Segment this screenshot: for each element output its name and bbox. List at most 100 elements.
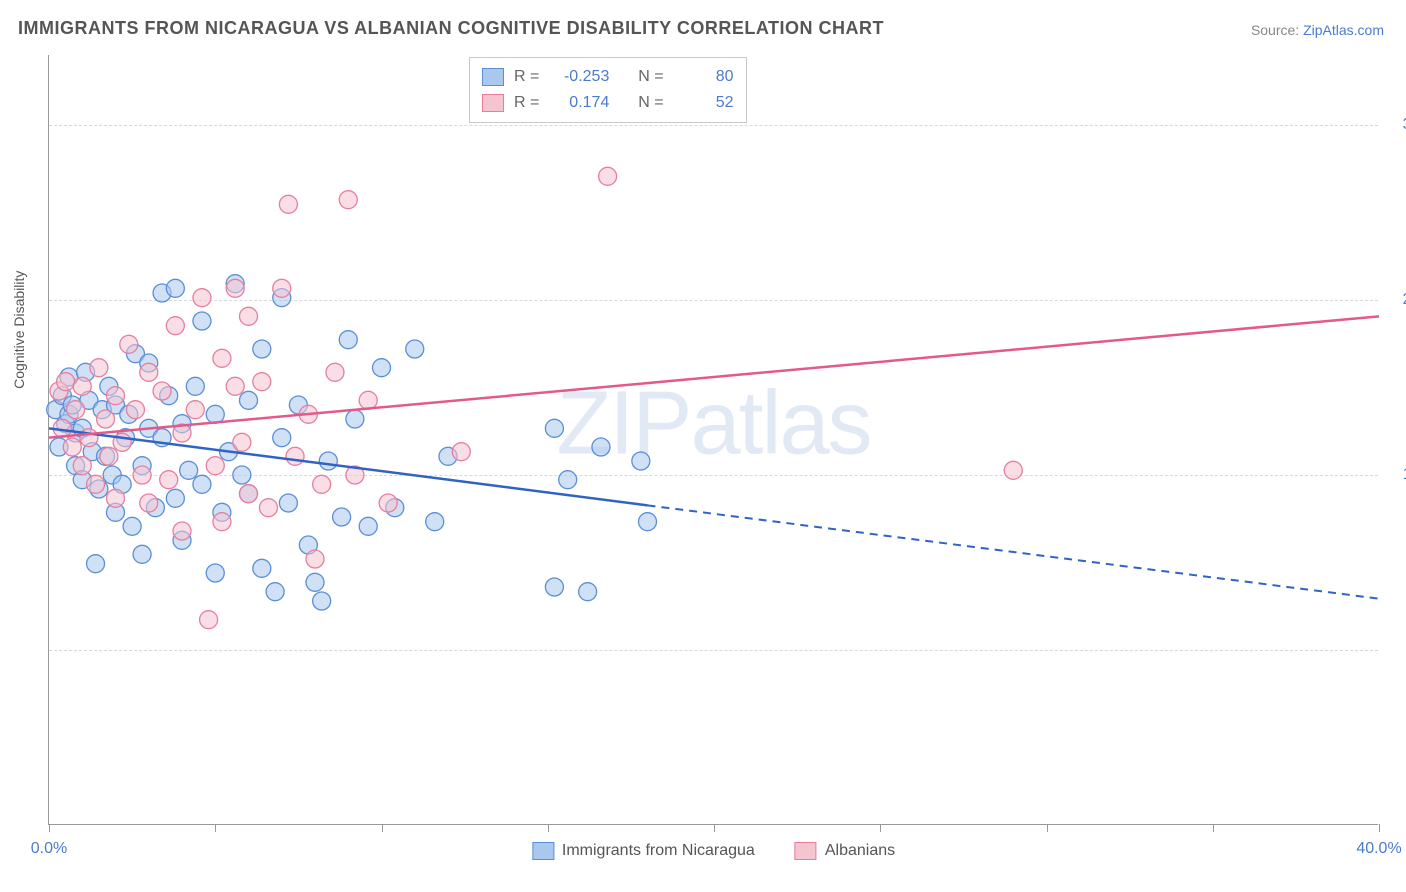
scatter-point [559,471,577,489]
trend-line [49,316,1379,437]
scatter-point [180,461,198,479]
scatter-point [253,340,271,358]
x-tick [1047,824,1048,832]
scatter-point [67,401,85,419]
source-link[interactable]: ZipAtlas.com [1303,22,1384,38]
scatter-point [452,443,470,461]
scatter-point [186,401,204,419]
trend-line-dashed [648,505,1380,598]
stats-n-label: N = [638,94,663,112]
scatter-point [166,279,184,297]
scatter-point [592,438,610,456]
x-tick-label: 40.0% [1356,840,1401,858]
x-tick-label: 0.0% [31,840,67,858]
stats-legend-row-1: R = 0.174 N = 52 [482,90,734,116]
x-tick [382,824,383,832]
bottom-swatch-1 [795,842,817,860]
scatter-point [107,387,125,405]
scatter-point [373,359,391,377]
x-tick [714,824,715,832]
scatter-point [173,522,191,540]
scatter-point [339,191,357,209]
scatter-point [166,489,184,507]
scatter-point [639,513,657,531]
scatter-point [57,373,75,391]
stats-r-1: 0.174 [549,94,609,112]
y-tick-label: 7.5% [1388,641,1406,659]
scatter-point [240,307,258,325]
bottom-legend-label-1: Albanians [825,842,895,860]
scatter-point [426,513,444,531]
scatter-point [160,471,178,489]
scatter-point [140,363,158,381]
scatter-point [259,499,277,517]
scatter-point [123,517,141,535]
scatter-point [206,405,224,423]
scatter-point [599,167,617,185]
x-tick [548,824,549,832]
y-tick-label: 22.5% [1388,291,1406,309]
bottom-swatch-0 [532,842,554,860]
scatter-point [379,494,397,512]
stats-swatch-1 [482,94,504,112]
scatter-point [313,475,331,493]
scatter-point [313,592,331,610]
scatter-point [226,377,244,395]
scatter-point [126,401,144,419]
scatter-point [545,578,563,596]
stats-swatch-0 [482,68,504,86]
scatter-point [73,377,91,395]
source-prefix: Source: [1251,22,1303,38]
scatter-point [193,289,211,307]
scatter-point [133,545,151,563]
scatter-point [107,489,125,507]
scatter-point [200,611,218,629]
stats-r-0: -0.253 [549,68,609,86]
scatter-point [226,279,244,297]
scatter-point [233,433,251,451]
scatter-point [153,382,171,400]
scatter-point [80,429,98,447]
chart-plot-area: Cognitive Disability 7.5%15.0%22.5%30.0%… [48,55,1378,825]
bottom-legend: Immigrants from Nicaragua Albanians [532,842,895,860]
scatter-point [87,475,105,493]
scatter-point [100,447,118,465]
source-attribution: Source: ZipAtlas.com [1251,22,1384,38]
scatter-point [240,485,258,503]
scatter-point [97,410,115,428]
scatter-point [193,475,211,493]
bottom-legend-item-0: Immigrants from Nicaragua [532,842,755,860]
scatter-point [213,349,231,367]
scatter-point [279,494,297,512]
scatter-point [73,457,91,475]
scatter-point [579,583,597,601]
scatter-point [1004,461,1022,479]
scatter-point [359,517,377,535]
scatter-point [306,550,324,568]
x-tick [880,824,881,832]
scatter-point [319,452,337,470]
scatter-point [406,340,424,358]
scatter-point [133,466,151,484]
x-tick [49,824,50,832]
x-tick [215,824,216,832]
scatter-point [333,508,351,526]
scatter-point [326,363,344,381]
bottom-legend-label-0: Immigrants from Nicaragua [562,842,755,860]
scatter-point [90,359,108,377]
scatter-point [140,494,158,512]
scatter-point [306,573,324,591]
bottom-legend-item-1: Albanians [795,842,895,860]
stats-n-0: 80 [674,68,734,86]
scatter-point [233,466,251,484]
stats-n-label: N = [638,68,663,86]
scatter-point [339,331,357,349]
scatter-point [240,391,258,409]
x-tick [1379,824,1380,832]
scatter-point [273,429,291,447]
y-tick-label: 30.0% [1388,116,1406,134]
scatter-point [206,564,224,582]
scatter-point [359,391,377,409]
scatter-point [193,312,211,330]
scatter-point [286,447,304,465]
